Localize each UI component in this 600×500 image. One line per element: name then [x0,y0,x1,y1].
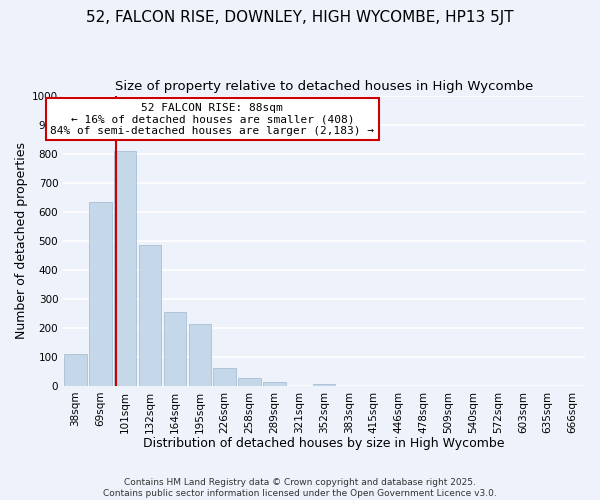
Bar [164,312,186,386]
Bar [238,378,261,386]
Bar [114,150,136,386]
Bar [214,368,236,386]
Bar [313,384,335,386]
Y-axis label: Number of detached properties: Number of detached properties [15,142,28,339]
Bar [188,324,211,386]
Bar [263,382,286,386]
Bar [64,354,87,386]
Bar [139,245,161,386]
Text: 52, FALCON RISE, DOWNLEY, HIGH WYCOMBE, HP13 5JT: 52, FALCON RISE, DOWNLEY, HIGH WYCOMBE, … [86,10,514,25]
Text: Contains HM Land Registry data © Crown copyright and database right 2025.
Contai: Contains HM Land Registry data © Crown c… [103,478,497,498]
Bar [89,202,112,386]
X-axis label: Distribution of detached houses by size in High Wycombe: Distribution of detached houses by size … [143,437,505,450]
Text: 52 FALCON RISE: 88sqm
← 16% of detached houses are smaller (408)
84% of semi-det: 52 FALCON RISE: 88sqm ← 16% of detached … [50,103,374,136]
Title: Size of property relative to detached houses in High Wycombe: Size of property relative to detached ho… [115,80,533,93]
